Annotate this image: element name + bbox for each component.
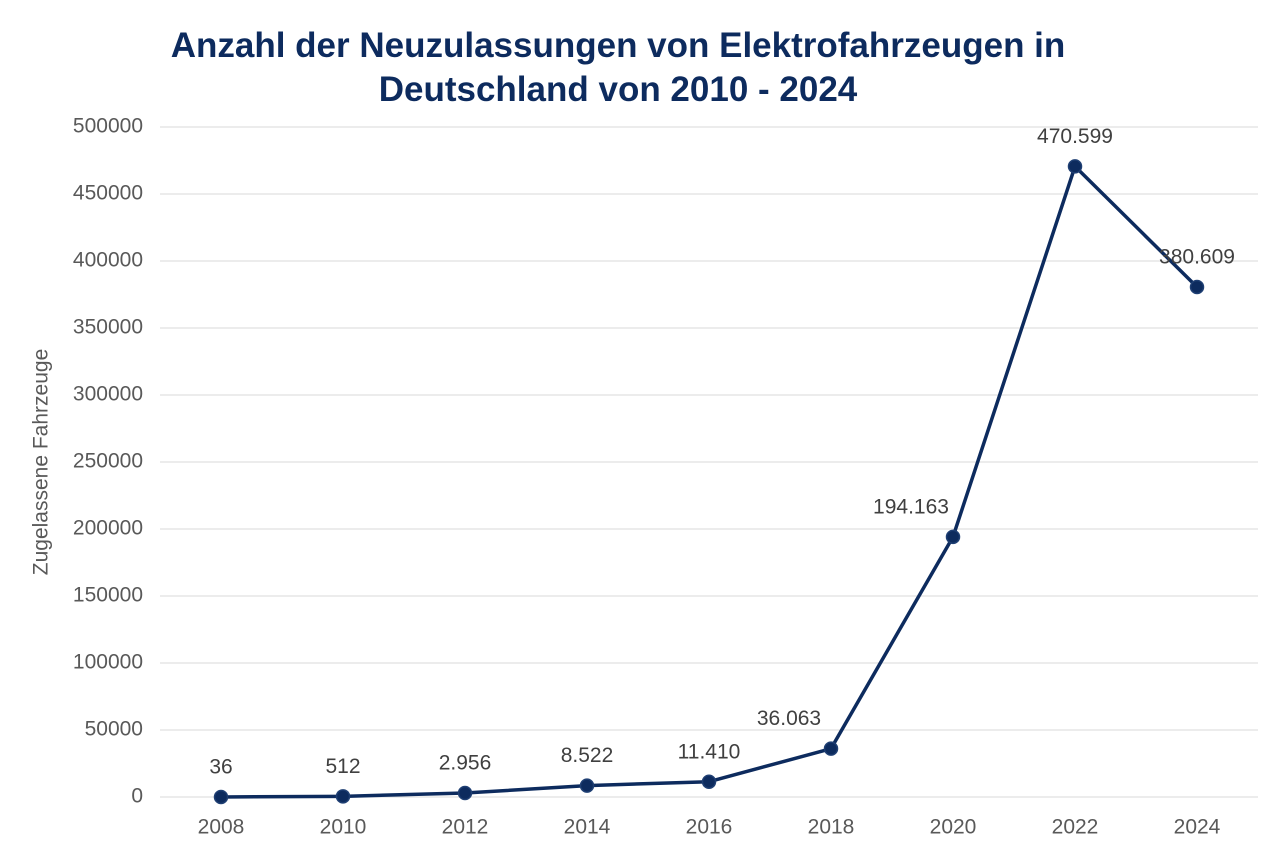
- y-tick-label: 400000: [73, 249, 143, 272]
- data-point: [823, 741, 839, 756]
- data-point: [457, 785, 473, 801]
- x-tick-label: 2010: [320, 816, 367, 839]
- x-tick-label: 2020: [930, 816, 977, 839]
- y-tick-label: 50000: [85, 718, 143, 741]
- data-label: 380.609: [1159, 246, 1235, 269]
- data-point: [213, 789, 229, 805]
- y-tick-label: 350000: [73, 316, 143, 339]
- x-tick-label: 2014: [564, 816, 611, 839]
- y-axis-label: Zugelassene Fahrzeuge: [30, 349, 53, 575]
- data-label: 470.599: [1037, 125, 1113, 148]
- data-label: 11.410: [678, 740, 741, 763]
- y-tick-label: 450000: [73, 182, 143, 205]
- y-tick-label: 500000: [73, 115, 143, 138]
- data-point: [1067, 159, 1083, 174]
- data-point: [701, 774, 717, 789]
- data-label: 194.163: [873, 495, 949, 518]
- data-label: 512: [325, 755, 360, 778]
- x-tick-label: 2008: [198, 816, 245, 839]
- data-point: [945, 529, 961, 545]
- y-tick-label: 250000: [73, 450, 143, 473]
- x-tick-label: 2018: [808, 816, 855, 839]
- data-point: [579, 778, 595, 793]
- x-tick-label: 2024: [1174, 816, 1221, 839]
- y-tick-label: 300000: [73, 383, 143, 406]
- y-tick-label: 0: [131, 785, 143, 808]
- x-tick-label: 2016: [686, 816, 733, 839]
- y-tick-label: 100000: [73, 651, 143, 674]
- data-label: 36.063: [757, 707, 821, 730]
- data-label: 8.522: [561, 744, 614, 767]
- chart-title: Anzahl der Neuzulassungen von Elektrofah…: [170, 26, 1066, 109]
- x-tick-label: 2012: [442, 816, 489, 839]
- data-point: [335, 789, 351, 804]
- x-tick-label: 2022: [1052, 816, 1099, 839]
- data-label: 36: [209, 755, 232, 778]
- data-point: [1189, 279, 1205, 295]
- y-tick-label: 200000: [73, 517, 143, 540]
- data-label: 2.956: [439, 752, 492, 775]
- y-tick-label: 150000: [73, 584, 143, 607]
